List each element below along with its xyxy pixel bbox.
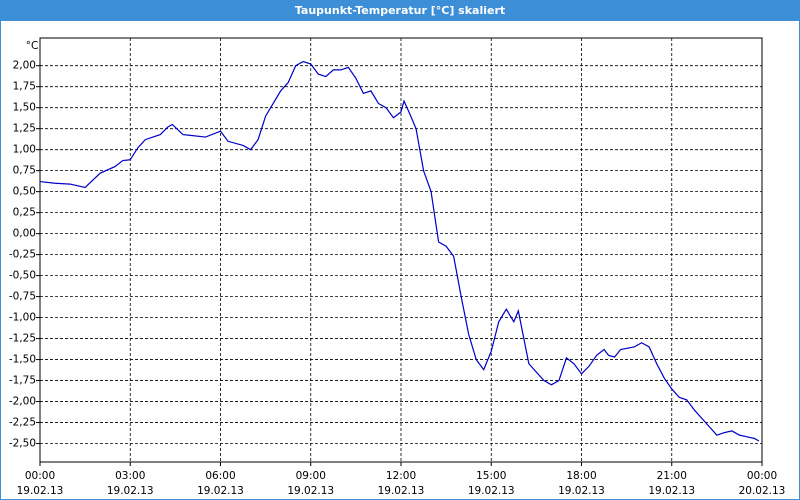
x-tick-label: 03:00 <box>115 470 145 482</box>
y-tick-label: -0,75 <box>9 291 36 303</box>
x-tick-label: 21:00 <box>657 470 687 482</box>
x-tick-date: 19.02.13 <box>558 485 605 497</box>
x-tick-date: 19.02.13 <box>17 485 64 497</box>
x-tick-label: 00:00 <box>25 470 55 482</box>
x-tick-label: 18:00 <box>566 470 596 482</box>
title-bar <box>0 0 800 21</box>
y-tick-label: 0,75 <box>13 165 36 177</box>
y-tick-label: -2,00 <box>9 396 36 408</box>
y-tick-label: -1,50 <box>9 354 36 366</box>
y-tick-label: 1,25 <box>13 123 36 135</box>
y-tick-label: -1,00 <box>9 312 36 324</box>
x-tick-date: 19.02.13 <box>378 485 425 497</box>
y-axis-label: °C <box>26 40 39 52</box>
x-tick-label: 00:00 <box>747 470 777 482</box>
y-tick-label: -2,25 <box>9 417 36 429</box>
x-tick-label: 15:00 <box>476 470 506 482</box>
y-tick-label: 0,50 <box>13 186 36 198</box>
y-tick-label: -1,25 <box>9 333 36 345</box>
data-line <box>39 60 760 442</box>
y-tick-label: 2,00 <box>13 60 36 72</box>
x-tick-label: 06:00 <box>205 470 235 482</box>
window-title: Taupunkt-Temperatur [°C] skaliert <box>295 4 505 17</box>
x-tick-date: 19.02.13 <box>107 485 154 497</box>
y-tick-label: 0,25 <box>13 207 36 219</box>
x-tick-label: 12:00 <box>386 470 416 482</box>
y-tick-label: -0,50 <box>9 270 36 282</box>
x-tick-date: 19.02.13 <box>648 485 695 497</box>
y-tick-label: 1,75 <box>13 81 36 93</box>
x-tick-date: 19.02.13 <box>468 485 515 497</box>
x-tick-label: 09:00 <box>296 470 326 482</box>
y-tick-label: -0,25 <box>9 249 36 261</box>
x-tick-date: 19.02.13 <box>197 485 244 497</box>
y-tick-label: 1,00 <box>13 144 36 156</box>
x-tick-date: 20.02.13 <box>739 485 786 497</box>
y-tick-label: 1,50 <box>13 102 36 114</box>
y-tick-label: -2,50 <box>9 438 36 450</box>
y-tick-label: 0,00 <box>13 228 36 240</box>
plot-frame <box>39 37 763 463</box>
x-tick-date: 19.02.13 <box>287 485 334 497</box>
y-tick-label: -1,75 <box>9 375 36 387</box>
